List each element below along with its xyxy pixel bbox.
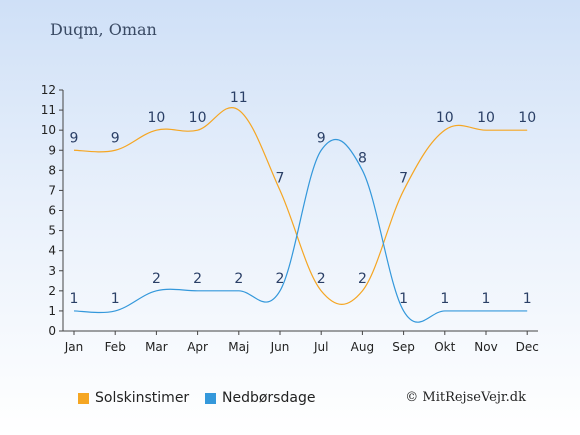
data-label-rain-days: 1 (70, 291, 79, 307)
data-label-sunshine: 7 (399, 170, 408, 186)
data-label-rain-days: 9 (317, 130, 326, 146)
legend-swatch-sunshine (78, 392, 89, 404)
y-tick-label: 1 (48, 304, 56, 318)
x-tick-label: Mar (145, 340, 168, 354)
y-tick-label: 9 (48, 143, 56, 157)
data-label-sunshine: 10 (477, 110, 495, 126)
x-tick-label: Jul (313, 340, 328, 354)
y-tick-label: 7 (48, 183, 56, 197)
y-tick-label: 4 (48, 244, 56, 258)
legend-item-sunshine: Solskinstimer (78, 390, 189, 406)
data-label-rain-days: 1 (523, 291, 532, 307)
legend-label-rain-days: Nedbørsdage (222, 390, 316, 406)
data-label-sunshine: 10 (518, 110, 536, 126)
data-label-sunshine: 10 (147, 110, 165, 126)
y-tick-label: 10 (41, 123, 56, 137)
x-tick-label: Jan (64, 340, 84, 354)
x-tick-label: Feb (105, 340, 126, 354)
x-tick-label: Dec (516, 340, 539, 354)
x-tick-label: Nov (474, 340, 497, 354)
legend-swatch-rain-days (205, 392, 216, 404)
data-label-rain-days: 2 (152, 271, 161, 287)
y-tick-label: 12 (41, 83, 56, 97)
x-tick-label: Maj (228, 340, 249, 354)
y-tick-label: 2 (48, 284, 56, 298)
data-label-rain-days: 2 (276, 271, 285, 287)
series-layer (73, 107, 528, 323)
data-label-sunshine: 9 (70, 130, 79, 146)
copyright-text[interactable]: © MitRejseVejr.dk (405, 390, 526, 405)
data-label-sunshine: 10 (189, 110, 207, 126)
data-label-rain-days: 1 (440, 291, 449, 307)
legend-item-rain-days: Nedbørsdage (205, 390, 315, 406)
data-label-rain-days: 8 (358, 150, 367, 166)
data-label-sunshine: 2 (317, 271, 326, 287)
data-label-sunshine: 11 (230, 90, 248, 106)
y-tick-label: 8 (48, 163, 56, 177)
x-tick-label: Sep (392, 340, 415, 354)
data-label-sunshine: 7 (276, 170, 285, 186)
series-line-sunshine (73, 107, 528, 305)
legend-label-sunshine: Solskinstimer (95, 390, 190, 406)
data-label-sunshine: 10 (436, 110, 454, 126)
data-label-rain-days: 2 (234, 271, 243, 287)
x-tick-label: Okt (434, 340, 455, 354)
data-label-sunshine: 9 (111, 130, 120, 146)
y-tick-label: 5 (48, 224, 56, 238)
chart-title: Duqm, Oman (50, 20, 157, 39)
data-label-rain-days: 1 (399, 291, 408, 307)
data-label-sunshine: 2 (358, 271, 367, 287)
x-tick-label: Aug (351, 340, 374, 354)
y-tick-label: 6 (48, 204, 56, 218)
y-tick-label: 3 (48, 264, 56, 278)
x-tick-label: Jun (270, 340, 290, 354)
data-label-rain-days: 2 (193, 271, 202, 287)
y-tick-label: 0 (48, 324, 56, 338)
x-tick-label: Apr (187, 340, 208, 354)
series-line-rain-days (73, 138, 528, 323)
y-tick-label: 11 (41, 103, 56, 117)
data-label-rain-days: 1 (482, 291, 491, 307)
data-label-rain-days: 1 (111, 291, 120, 307)
